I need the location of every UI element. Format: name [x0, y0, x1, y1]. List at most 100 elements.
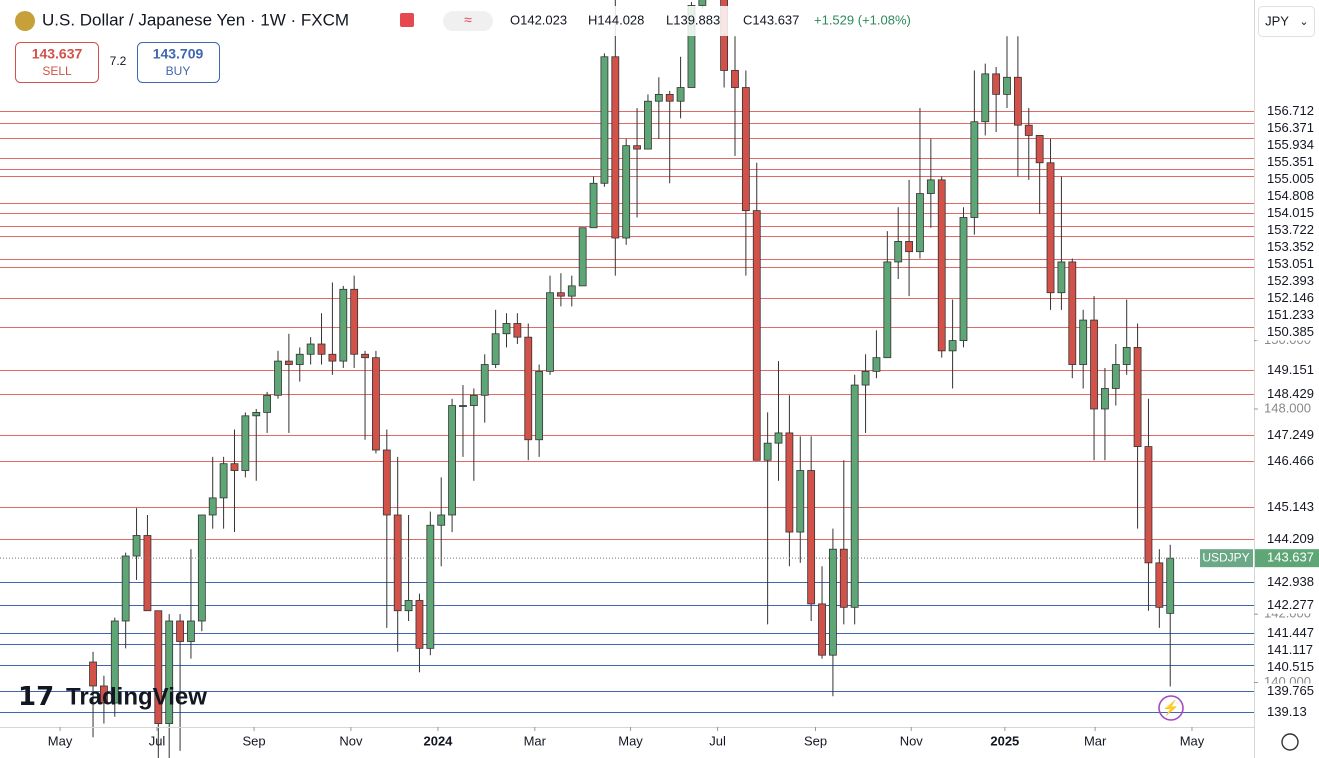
- candle-body: [491, 333, 500, 365]
- x-tick-label: Sep: [804, 733, 827, 748]
- candle-body: [393, 514, 402, 612]
- ohlc-open: O142.023: [510, 12, 567, 27]
- candle-body: [306, 343, 315, 355]
- change: +1.529 (+1.08%): [814, 12, 911, 27]
- symbol-tag-label: USDJPY: [1202, 550, 1249, 564]
- level-label: 152.393: [1267, 273, 1314, 288]
- axes: 150.000148.000142.000140.000MayJulSepNov…: [48, 103, 1319, 748]
- level-label-bg: [1256, 499, 1318, 516]
- alert-icon[interactable]: [400, 13, 414, 27]
- level-label-bg: [1256, 659, 1318, 676]
- level-label-bg: [1256, 597, 1318, 614]
- candle-body: [1024, 124, 1033, 136]
- candle-body: [295, 353, 304, 365]
- candle-body: [948, 340, 957, 352]
- candle-body: [905, 241, 913, 253]
- level-label-bg: [1256, 188, 1318, 205]
- level-label: 142.938: [1267, 574, 1314, 589]
- candle-body: [426, 524, 435, 649]
- settings-icon[interactable]: [1281, 733, 1299, 751]
- symbol-tag: [1200, 549, 1253, 568]
- level-label: 145.143: [1267, 499, 1314, 514]
- candle-body: [1013, 76, 1022, 126]
- candle-body: [176, 620, 184, 642]
- last-price-box: [1255, 549, 1319, 568]
- candle-body: [665, 93, 674, 102]
- candle-body: [1133, 347, 1142, 447]
- currency-button[interactable]: [1258, 6, 1315, 37]
- candle-body: [284, 360, 293, 365]
- level-label: 153.722: [1267, 222, 1314, 237]
- candle-body: [731, 70, 739, 88]
- level-label-bg: [1256, 625, 1318, 642]
- indicator-toggle[interactable]: [443, 11, 493, 31]
- spread: 7.2: [110, 54, 127, 68]
- level-label-bg: [1256, 386, 1318, 403]
- candle-body: [230, 463, 239, 471]
- candle-body: [1101, 388, 1109, 410]
- candle-body: [567, 285, 576, 297]
- brand-logo: 𝟭𝟳: [18, 681, 54, 711]
- candle-body: [535, 370, 544, 441]
- candle-body: [339, 288, 348, 362]
- flash-icon[interactable]: [1158, 695, 1184, 721]
- level-label: 156.712: [1267, 103, 1314, 118]
- candle-body: [1144, 446, 1153, 564]
- candle-body: [959, 217, 968, 341]
- x-tick-label: Nov: [339, 733, 363, 748]
- level-label: 149.151: [1267, 362, 1314, 377]
- candle-body: [785, 432, 794, 533]
- level-label-bg: [1256, 324, 1318, 341]
- ohlc-close: C143.637: [743, 12, 799, 27]
- sell-price: 143.637: [32, 46, 83, 62]
- level-label: 153.051: [1267, 256, 1314, 271]
- candle-body: [208, 497, 217, 516]
- level-label-bg: [1256, 683, 1318, 700]
- level-label: 155.005: [1267, 171, 1314, 186]
- candle-body: [361, 353, 369, 359]
- level-label: 155.934: [1267, 137, 1314, 152]
- candle-body: [829, 548, 837, 656]
- level-label-bg: [1256, 239, 1318, 256]
- candle-body: [1079, 319, 1088, 365]
- level-label-bg: [1256, 642, 1318, 659]
- level-label: 155.351: [1267, 154, 1314, 169]
- candle-body: [633, 145, 641, 150]
- candle-body: [556, 292, 565, 297]
- candle-body: [317, 343, 326, 355]
- candle-body: [415, 600, 424, 649]
- ohlc-high: H144.028: [588, 12, 644, 27]
- chart-title: U.S. Dollar / Japanese Yen · 1W · FXCM: [42, 10, 349, 29]
- candle-body: [143, 535, 152, 612]
- candle-body: [741, 87, 750, 212]
- buy-button[interactable]: [137, 42, 220, 83]
- level-label-bg: [1256, 290, 1318, 307]
- candle-body: [578, 227, 587, 287]
- candle-body: [219, 463, 228, 499]
- candle-body: [100, 685, 108, 704]
- candle-body: [480, 364, 489, 396]
- ohlc-low: L139.883: [666, 12, 720, 27]
- candle-body: [165, 620, 174, 724]
- candle-body: [752, 210, 761, 461]
- candle-body: [926, 179, 935, 194]
- x-tick-label: Jul: [149, 733, 166, 748]
- x-tick-label: Nov: [900, 733, 924, 748]
- flag-icon: [15, 11, 35, 31]
- sell-button[interactable]: [15, 42, 99, 83]
- candle-body: [774, 432, 783, 444]
- level-label-bg: [1256, 120, 1318, 137]
- level-label-bg: [1256, 427, 1318, 444]
- candle-body: [404, 600, 413, 612]
- level-label: 146.466: [1267, 453, 1314, 468]
- x-tick-label: Jul: [709, 733, 726, 748]
- x-tick-label: Mar: [524, 733, 547, 748]
- candle-body: [894, 241, 903, 263]
- candle-body: [807, 470, 816, 605]
- candle-body: [263, 394, 272, 413]
- candle-body: [861, 370, 870, 386]
- candle-body: [437, 514, 446, 526]
- level-label-bg: [1256, 103, 1318, 120]
- currency: JPY: [1265, 13, 1289, 28]
